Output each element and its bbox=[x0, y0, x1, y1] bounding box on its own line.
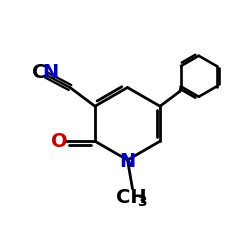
Text: CH: CH bbox=[116, 188, 146, 207]
Text: N: N bbox=[43, 64, 59, 82]
Text: C: C bbox=[32, 64, 46, 82]
Text: O: O bbox=[51, 132, 68, 151]
Text: 3: 3 bbox=[137, 196, 147, 209]
Text: N: N bbox=[120, 152, 136, 171]
